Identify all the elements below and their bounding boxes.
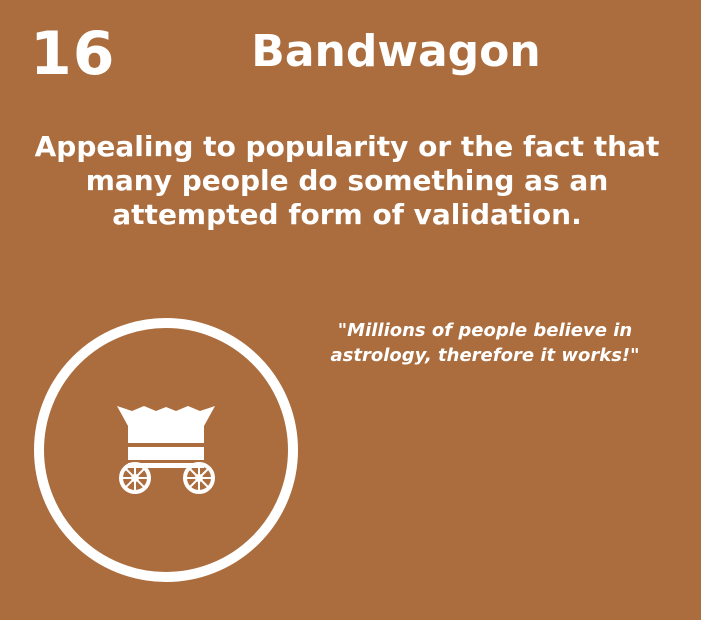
card-example: "Millions of people believe in astrology…	[330, 320, 640, 366]
card-number: 16	[30, 19, 116, 89]
icon-badge	[32, 316, 300, 584]
card-definition: Appealing to popularity or the fact that…	[34, 130, 660, 231]
card-title: Bandwagon	[251, 26, 541, 77]
covered-wagon-icon	[34, 318, 298, 582]
